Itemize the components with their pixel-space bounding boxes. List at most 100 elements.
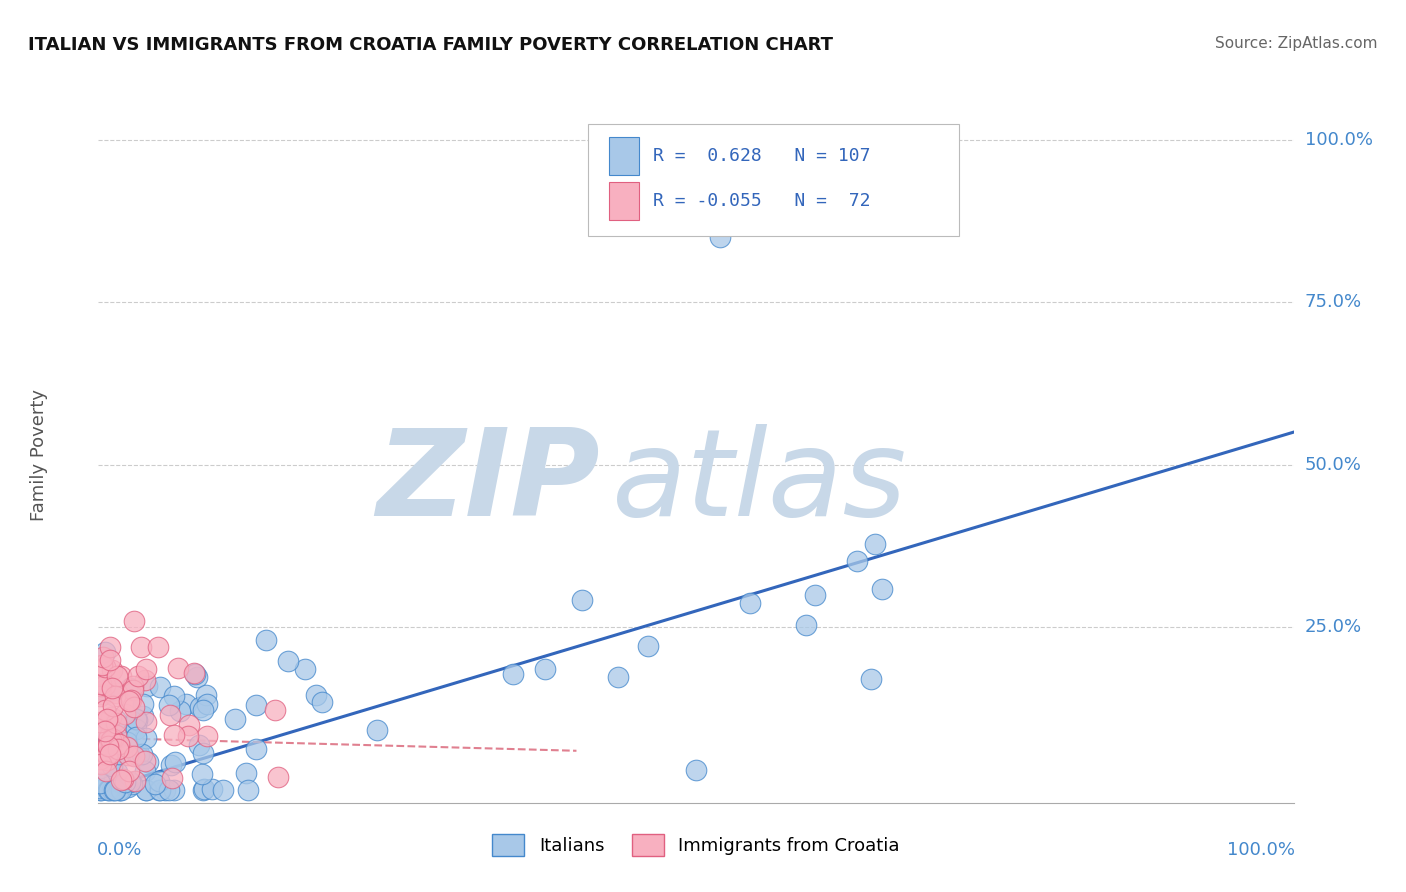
Point [114,706,136,721]
Point [90,730,112,744]
Point [100,663,122,677]
Point [129,640,152,654]
Point [115,735,138,749]
Point [110,782,132,797]
Point [110,669,132,683]
Point [97,782,120,797]
Point [90,657,112,672]
Point [122,699,145,714]
Point [188,699,211,714]
Point [571,593,593,607]
Text: ITALIAN VS IMMIGRANTS FROM CROATIA FAMILY POVERTY CORRELATION CHART: ITALIAN VS IMMIGRANTS FROM CROATIA FAMIL… [28,36,834,54]
Point [90,687,112,701]
Point [125,712,148,726]
Text: atlas: atlas [613,425,908,541]
Point [94,645,117,659]
Point [305,688,328,702]
Point [177,729,200,743]
Point [245,698,267,712]
Point [502,667,524,681]
Point [101,750,124,764]
Point [157,698,180,712]
Point [277,654,299,668]
Point [195,729,218,743]
FancyBboxPatch shape [609,136,638,175]
Point [115,739,138,754]
Point [89,752,111,766]
Point [125,723,148,737]
Point [131,747,153,761]
Point [93,682,115,697]
Point [606,670,628,684]
Text: R =  0.628   N = 107: R = 0.628 N = 107 [652,147,870,165]
Point [163,755,186,769]
Point [124,614,146,628]
Point [294,662,316,676]
Point [148,774,170,789]
Point [100,710,122,724]
Point [97,731,120,745]
Point [93,678,115,692]
Point [104,782,127,797]
Point [94,723,117,738]
Point [107,737,129,751]
Point [105,686,128,700]
Point [91,743,114,757]
Text: R = -0.055   N =  72: R = -0.055 N = 72 [652,192,870,210]
Point [115,720,138,734]
Point [89,761,111,775]
Point [195,688,218,702]
Point [108,747,131,761]
Point [128,747,150,761]
Point [93,660,115,674]
Point [98,747,121,761]
Point [108,782,131,797]
Point [90,679,112,693]
Point [149,680,172,694]
Point [135,731,157,745]
Point [125,730,148,744]
FancyBboxPatch shape [609,182,638,220]
Point [118,694,141,708]
Point [111,772,134,786]
Point [177,718,200,732]
Point [245,742,267,756]
Point [127,669,149,683]
Point [105,669,128,683]
Point [90,734,112,748]
Point [828,217,851,231]
Point [263,703,285,717]
Text: 100.0%: 100.0% [1226,841,1295,859]
Point [211,782,233,797]
Point [96,753,118,767]
Point [103,782,125,797]
Legend: Italians, Immigrants from Croatia: Italians, Immigrants from Croatia [485,827,907,863]
Point [136,755,159,769]
Point [193,746,215,760]
Point [97,739,120,753]
Point [93,688,115,702]
Point [738,596,761,610]
Point [104,728,127,742]
Point [148,640,170,654]
Point [135,782,157,797]
Point [157,782,180,797]
Text: 0.0%: 0.0% [97,841,142,859]
Point [533,662,555,676]
Point [101,740,124,755]
Point [132,697,155,711]
Point [97,782,120,797]
Point [105,715,128,730]
Point [89,776,111,790]
Point [193,782,215,797]
Point [114,774,136,789]
Point [183,665,205,680]
Point [148,782,170,797]
Point [117,780,139,795]
Point [89,689,111,703]
Point [120,681,142,695]
Point [90,757,112,772]
Point [103,682,125,697]
Point [159,708,181,723]
Point [127,713,149,727]
